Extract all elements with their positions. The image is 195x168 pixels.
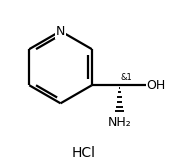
Text: HCl: HCl xyxy=(72,146,96,160)
Text: OH: OH xyxy=(146,79,166,92)
Text: &1: &1 xyxy=(121,73,133,82)
Text: NH₂: NH₂ xyxy=(108,116,131,129)
Text: N: N xyxy=(56,25,65,38)
